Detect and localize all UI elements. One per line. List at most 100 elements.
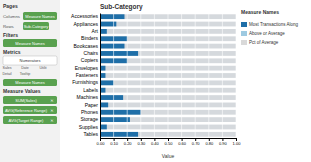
y-tick-label: Labels bbox=[83, 87, 98, 93]
bar bbox=[100, 125, 107, 130]
y-tick: Supplies bbox=[79, 124, 100, 130]
y-tick-label: Machines bbox=[77, 94, 99, 100]
y-tick: Envelopes bbox=[75, 65, 100, 71]
y-tick-label: Art bbox=[92, 28, 99, 34]
x-tick-label: 0.70 bbox=[192, 141, 201, 146]
grid-line bbox=[181, 13, 182, 138]
y-tick-label: Fasteners bbox=[76, 72, 99, 78]
legend-label: Above or Average bbox=[249, 31, 285, 36]
panel-small-label: Date bbox=[21, 66, 29, 70]
x-tick: 0.40 bbox=[151, 138, 160, 146]
grid-line bbox=[236, 13, 237, 138]
x-tick: 0.60 bbox=[178, 138, 187, 146]
panel-pill-label: Measure Names bbox=[15, 80, 44, 85]
y-tick-label: Accessories bbox=[71, 13, 98, 19]
grid-line bbox=[222, 13, 223, 138]
panel-pill-label: Measure Names bbox=[15, 41, 44, 46]
legend-swatch bbox=[241, 40, 247, 45]
x-tick-label: 0.80 bbox=[205, 141, 214, 146]
y-tick-label: Paper bbox=[85, 102, 99, 108]
side-panel-background bbox=[0, 0, 60, 162]
panel-close-mark: ✕ bbox=[50, 118, 53, 123]
x-tick-label: 1.00 bbox=[233, 141, 242, 146]
title: Sub-Category bbox=[100, 3, 143, 11]
grid-line bbox=[195, 13, 196, 138]
x-tick-label: 0.60 bbox=[178, 141, 187, 146]
x-tick: 0.90 bbox=[219, 138, 228, 146]
y-tick-label: Envelopes bbox=[75, 65, 99, 71]
x-tick-label: 0.50 bbox=[165, 141, 174, 146]
y-tick: Labels bbox=[83, 87, 100, 93]
x-axis-title: Value bbox=[162, 153, 175, 159]
legend-label: Pct of Average bbox=[249, 40, 279, 45]
y-tick: Bookcases bbox=[74, 43, 100, 49]
y-axis-domain bbox=[100, 14, 101, 139]
y-tick: Appliances bbox=[74, 21, 100, 27]
y-tick: Machines bbox=[77, 94, 100, 100]
x-tick-label: 0.30 bbox=[137, 141, 146, 146]
panel-pill bbox=[3, 106, 57, 114]
x-tick: 0.30 bbox=[137, 138, 146, 146]
panel-small-label: Utilit bbox=[40, 66, 47, 70]
y-tick-label: Bookcases bbox=[74, 43, 99, 49]
panel-box-label: Numerators bbox=[20, 58, 41, 63]
bar bbox=[100, 29, 107, 34]
y-tick-label: Storage bbox=[80, 116, 98, 122]
bar bbox=[100, 117, 130, 122]
grid-line bbox=[208, 13, 209, 138]
panel-pill bbox=[23, 12, 57, 20]
panel-box bbox=[3, 56, 57, 65]
y-tick: Paper bbox=[85, 102, 100, 108]
panel-small-label: Sales bbox=[3, 66, 12, 70]
main-chart: 0.00 0.10 0.20 0.30 0.40 0.50 0.60 0.70 0.80 0.90… bbox=[71, 3, 241, 159]
y-tick: Binders bbox=[81, 35, 100, 41]
x-tick: 0.80 bbox=[205, 138, 214, 146]
panel-pill bbox=[23, 22, 49, 30]
panel-heading: Filters bbox=[3, 32, 18, 38]
panel-close-mark: ✕ bbox=[50, 98, 53, 103]
y-tick: Art bbox=[92, 28, 100, 34]
y-tick: Furnishings bbox=[72, 79, 100, 85]
y-axis: Accessories AppliancesArtBinders Bookcases… bbox=[71, 13, 100, 138]
bar bbox=[100, 132, 138, 137]
x-tick-label: 0.40 bbox=[151, 141, 160, 146]
y-tick-label: Appliances bbox=[74, 21, 99, 27]
y-tick: Chairs bbox=[84, 50, 100, 56]
y-tick-label: Furnishings bbox=[72, 79, 98, 85]
panel-pill-label: AVG(Target Range) bbox=[9, 118, 44, 123]
panel-pill bbox=[3, 39, 57, 47]
x-tick-label: 0.10 bbox=[110, 141, 119, 146]
bar bbox=[100, 95, 123, 100]
grid-line bbox=[140, 13, 141, 138]
y-tick-label: Supplies bbox=[79, 124, 99, 130]
panel-pill-label: SUM(Sales) bbox=[15, 98, 37, 103]
grid-line bbox=[113, 13, 114, 138]
legend-swatch bbox=[241, 22, 247, 27]
panel-pill-label: Sub-Category bbox=[24, 24, 49, 29]
y-tick-label: Phones bbox=[81, 109, 98, 115]
x-tick-label: 0.20 bbox=[124, 141, 133, 146]
y-tick: Storage bbox=[80, 116, 100, 122]
x-tick: 0.10 bbox=[110, 138, 119, 146]
legend-title: Measure Names bbox=[241, 9, 279, 15]
bar bbox=[100, 51, 138, 56]
bar bbox=[100, 110, 141, 115]
grid-line bbox=[127, 13, 128, 138]
y-tick-label: Binders bbox=[81, 35, 98, 41]
y-tick: Phones bbox=[81, 109, 100, 115]
y-tick: Fasteners bbox=[76, 72, 100, 78]
y-tick: Accessories bbox=[71, 13, 100, 19]
panel-heading: Measure Values bbox=[3, 88, 41, 94]
bar bbox=[100, 80, 114, 85]
x-tick-label: 0.00 bbox=[97, 141, 106, 146]
panel-pill-label: AVG(Reference Range) bbox=[5, 108, 48, 113]
legend-swatch bbox=[241, 31, 247, 36]
x-tick: 0.00 bbox=[97, 138, 106, 146]
panel-small-label: Detail bbox=[2, 72, 11, 76]
grid-line bbox=[100, 13, 101, 138]
side-panel: PagesColumnsMeasure NamesRowsSub-Categor… bbox=[0, 0, 60, 162]
grid-line bbox=[168, 13, 169, 138]
y-tick-label: Tables bbox=[84, 131, 99, 137]
plot-area bbox=[100, 13, 236, 138]
chart: PagesColumnsMeasure NamesRowsSub-Categor… bbox=[0, 0, 311, 162]
